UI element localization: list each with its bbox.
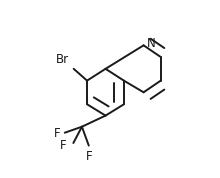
Text: F: F bbox=[86, 150, 93, 163]
Text: F: F bbox=[60, 139, 66, 152]
Text: F: F bbox=[54, 127, 61, 140]
Text: N: N bbox=[147, 37, 156, 50]
Text: Br: Br bbox=[56, 53, 69, 66]
